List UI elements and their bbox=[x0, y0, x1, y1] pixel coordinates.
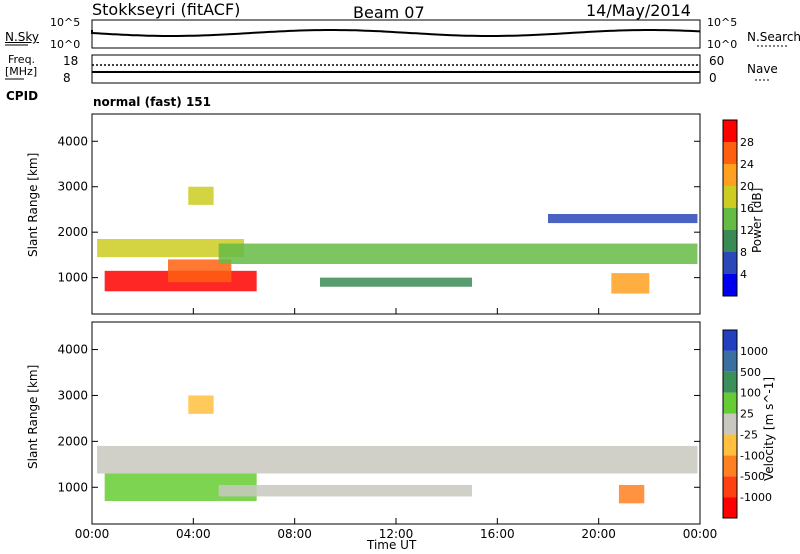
power-ytick-label-3: 4000 bbox=[57, 134, 88, 148]
freq-label: Freq. bbox=[8, 53, 36, 66]
power-region-6 bbox=[548, 214, 698, 224]
velocity-colorbar-tick-5: -100 bbox=[740, 449, 765, 462]
power-region-7 bbox=[188, 186, 214, 205]
x-axis-label: Time UT bbox=[367, 538, 417, 552]
power-colorbar-tick-4: 12 bbox=[740, 224, 754, 237]
freq-unit: [MHz] bbox=[5, 65, 38, 78]
nsky-trace bbox=[91, 29, 701, 37]
power-region-4 bbox=[320, 277, 472, 287]
velocity-colorbar-seg-7 bbox=[723, 350, 737, 372]
velocity-ytick-label-3: 4000 bbox=[57, 343, 88, 357]
power-colorbar-frame bbox=[722, 119, 738, 297]
cpid-label: CPID bbox=[6, 89, 39, 103]
velocity-colorbar-tick-0: 1000 bbox=[740, 345, 768, 358]
power-ytick-label-1: 2000 bbox=[57, 225, 88, 239]
velocity-colorbar-tick-4: -25 bbox=[740, 428, 758, 441]
power-region-1 bbox=[168, 259, 232, 283]
nsearch-label: N.Search bbox=[747, 30, 800, 44]
power-colorbar-seg-7 bbox=[723, 120, 737, 142]
power-colorbar-seg-3 bbox=[723, 208, 737, 230]
power-colorbar-tick-0: 28 bbox=[740, 136, 754, 149]
power-colorbar-seg-6 bbox=[723, 142, 737, 164]
nsearch-tick-top: 10^5 bbox=[707, 16, 738, 29]
nsky-tick-top: 10^5 bbox=[50, 16, 81, 29]
velocity-ytick-label-1: 2000 bbox=[57, 434, 88, 448]
freq-tick-top: 18 bbox=[63, 54, 79, 68]
xtick-label-1: 04:00 bbox=[176, 527, 211, 541]
nave-tick-top: 60 bbox=[709, 54, 725, 68]
power-region-5 bbox=[611, 273, 650, 294]
power-region-3 bbox=[218, 243, 698, 264]
power-colorbar-tick-3: 16 bbox=[740, 202, 754, 215]
power-colorbar-seg-2 bbox=[723, 230, 737, 252]
velocity-colorbar-seg-8 bbox=[723, 330, 737, 351]
nave-label: Nave bbox=[747, 62, 778, 76]
velocity-region-1 bbox=[97, 445, 698, 474]
freq-tick-bottom: 8 bbox=[63, 71, 71, 85]
xtick-label-3: 12:00 bbox=[379, 527, 414, 541]
velocity-colorbar-seg-3 bbox=[723, 434, 737, 456]
velocity-colorbar-seg-2 bbox=[723, 455, 737, 477]
power-colorbar-seg-1 bbox=[723, 252, 737, 274]
power-colorbar-seg-0 bbox=[723, 274, 737, 296]
velocity-colorbar-tick-1: 500 bbox=[740, 366, 761, 379]
power-colorbar-tick-2: 20 bbox=[740, 180, 754, 193]
velocity-colorbar-seg-6 bbox=[723, 371, 737, 393]
date-title: 14/May/2014 bbox=[586, 1, 691, 20]
station-title: Stokkseyri (fitACF) bbox=[92, 0, 241, 19]
xtick-label-4: 16:00 bbox=[480, 527, 515, 541]
power-colorbar-tick-1: 24 bbox=[740, 158, 754, 171]
power-ytick-label-2: 3000 bbox=[57, 180, 88, 194]
velocity-ytick-label-0: 1000 bbox=[57, 480, 88, 494]
velocity-ytick-label-2: 3000 bbox=[57, 388, 88, 402]
nsearch-tick-bottom: 10^0 bbox=[707, 38, 738, 51]
velocity-colorbar-tick-3: 25 bbox=[740, 408, 754, 421]
xtick-label-6: 00:00 bbox=[683, 527, 718, 541]
velocity-colorbar-seg-1 bbox=[723, 476, 737, 498]
power-ytick-label-0: 1000 bbox=[57, 271, 88, 285]
velocity-colorbar-tick-7: -1000 bbox=[740, 491, 772, 504]
nave-tick-bottom: 0 bbox=[709, 71, 717, 85]
nsky-panel-frame bbox=[91, 19, 701, 49]
power-region-2 bbox=[97, 239, 244, 258]
beam-title: Beam 07 bbox=[353, 3, 425, 22]
cpid-value: normal (fast) 151 bbox=[93, 95, 211, 109]
xtick-label-2: 08:00 bbox=[277, 527, 312, 541]
xtick-label-5: 20:00 bbox=[581, 527, 616, 541]
velocity-colorbar-seg-4 bbox=[723, 413, 737, 435]
velocity-region-2 bbox=[218, 484, 472, 497]
velocity-region-3 bbox=[618, 484, 645, 504]
velocity-region-4 bbox=[188, 395, 214, 414]
velocity-colorbar-seg-5 bbox=[723, 392, 737, 414]
velocity-colorbar-tick-2: 100 bbox=[740, 387, 761, 400]
power-colorbar-tick-5: 8 bbox=[740, 246, 747, 259]
velocity-colorbar-seg-0 bbox=[723, 497, 737, 518]
velocity-colorbar-tick-6: -500 bbox=[740, 470, 765, 483]
freq-panel-frame bbox=[91, 54, 701, 84]
power-colorbar-seg-4 bbox=[723, 186, 737, 208]
xtick-label-0: 00:00 bbox=[75, 527, 110, 541]
cpid-panel bbox=[92, 86, 700, 114]
power-colorbar-tick-6: 4 bbox=[740, 268, 747, 281]
nsky-label: N.Sky bbox=[5, 30, 40, 44]
velocity-colorbar-frame bbox=[722, 329, 738, 519]
nsky-tick-bottom: 10^0 bbox=[50, 38, 81, 51]
power-colorbar-seg-5 bbox=[723, 164, 737, 186]
